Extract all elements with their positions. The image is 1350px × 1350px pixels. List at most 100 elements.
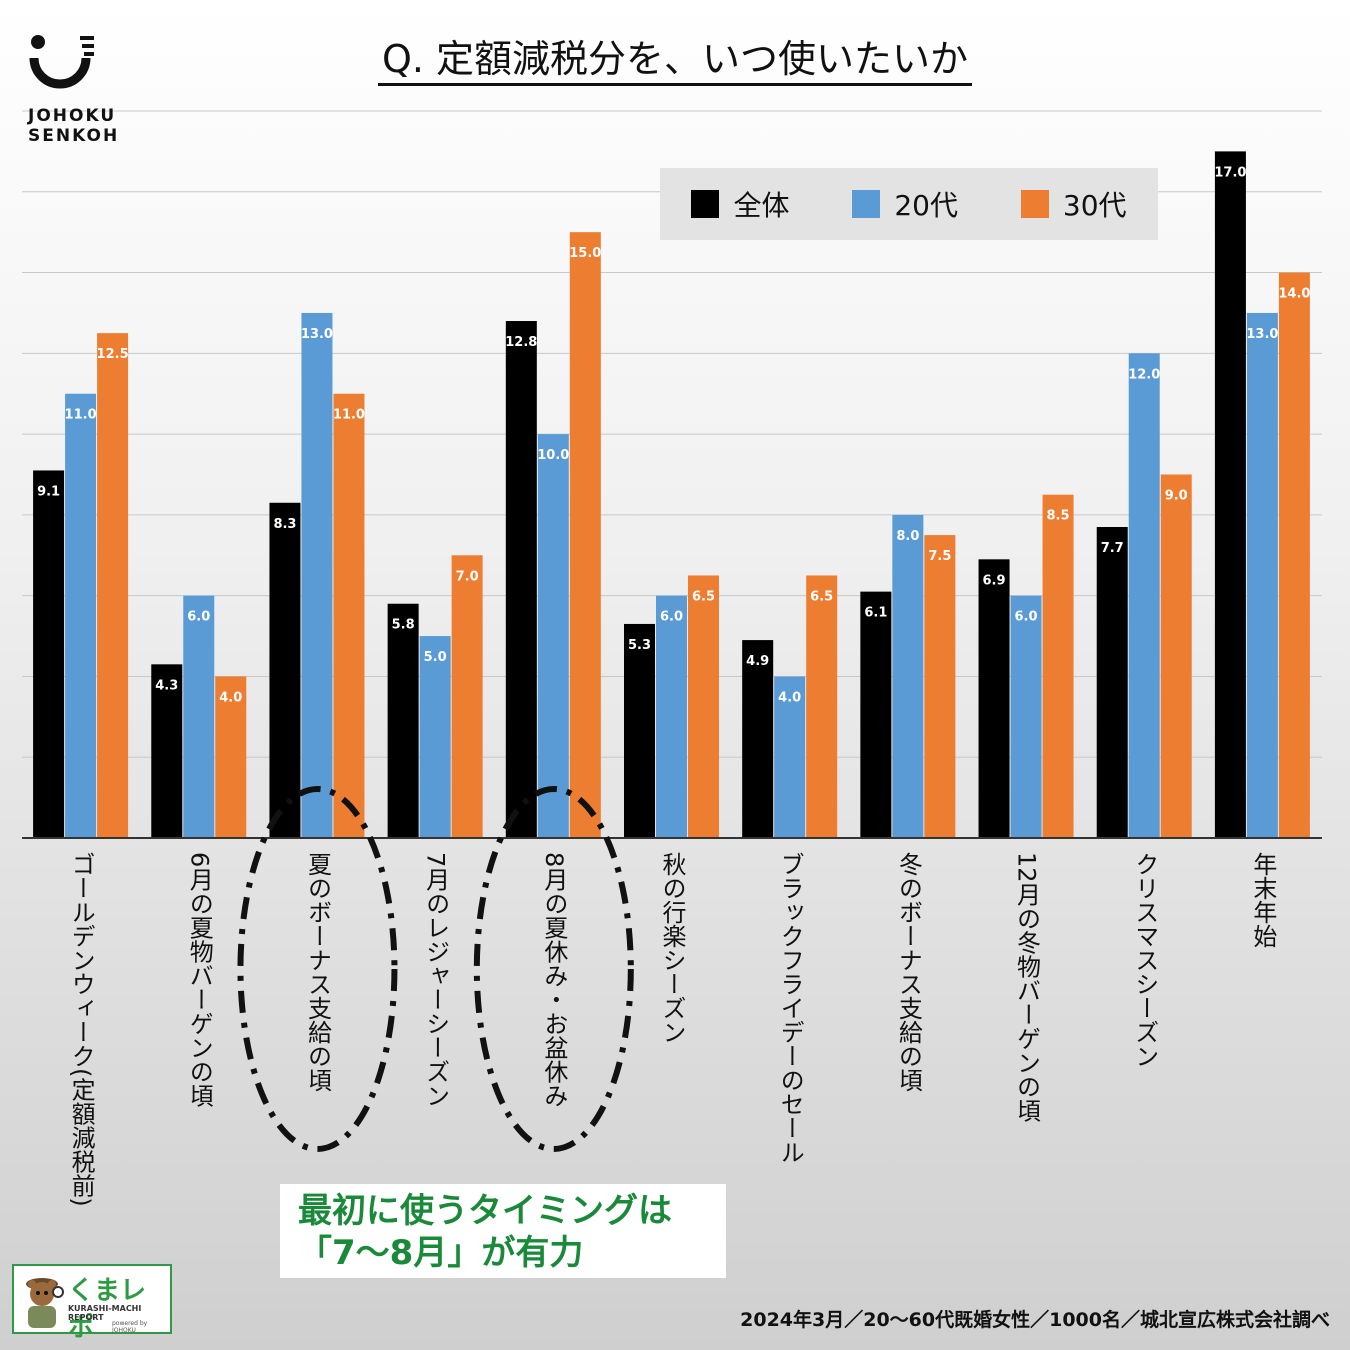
data-label: 6.1 — [864, 606, 887, 621]
data-label: 4.9 — [746, 654, 769, 669]
source-note: 2024年3月／20〜60代既婚女性／1000名／城北宣広株式会社調べ — [740, 1309, 1330, 1331]
data-label: 7.0 — [456, 569, 479, 584]
data-label: 8.3 — [273, 517, 296, 532]
data-label: 15.0 — [569, 246, 601, 261]
bar — [924, 535, 956, 838]
badge-powered: powered by JOHOKU — [112, 1320, 148, 1334]
data-label: 6.0 — [187, 610, 210, 625]
bar — [688, 575, 719, 838]
legend-swatch-30s — [1020, 190, 1049, 218]
data-label: 11.0 — [333, 408, 365, 423]
johoku-senkoh-logo: JOHOKU SENKOH — [28, 30, 148, 146]
category-label: 7月のレジャーシーズン — [421, 852, 450, 1108]
data-label: 8.5 — [1047, 509, 1070, 524]
data-label: 4.0 — [778, 690, 801, 705]
badge-title: くまレポ — [68, 1276, 147, 1343]
bar — [333, 393, 365, 838]
data-label: 17.0 — [1214, 165, 1246, 180]
badge-subtitle: KURASHI-MACHI REPORT — [68, 1304, 142, 1322]
callout-box: 最初に使うタイミングは 「7〜8月」が有力 — [280, 1184, 726, 1278]
logo-text-line1: JOHOKU — [28, 106, 117, 126]
category-label: ゴールデンウィーク(定額減税前) — [67, 852, 96, 1207]
legend-item-20s: 20代 — [852, 184, 958, 224]
data-label: 12.5 — [97, 347, 129, 362]
bar — [419, 636, 451, 838]
bar — [1214, 151, 1246, 838]
data-label: 6.0 — [1015, 610, 1038, 625]
bar — [1042, 494, 1074, 838]
legend-label-all: 全体 — [733, 189, 790, 222]
data-label: 6.5 — [810, 589, 833, 604]
legend-swatch-20s — [852, 190, 881, 218]
bar — [1128, 353, 1160, 838]
chart-title: Q. 定額減税分を、いつ使いたいか — [0, 28, 1350, 86]
bars — [33, 151, 1310, 838]
category-label: 夏のボーナス支給の頃 — [303, 852, 332, 1092]
data-label: 6.0 — [660, 610, 683, 625]
bar — [1010, 595, 1042, 838]
value-labels: 9.1 11.0 12.5 4.3 6.0 4.0 8.3 13.0 11.0 5.8 5.0 7.0… — [37, 165, 1310, 705]
bar — [742, 640, 774, 838]
bar — [65, 393, 97, 838]
data-label: 13.0 — [301, 327, 333, 342]
callout-line2: 「7〜8月」が有力 — [298, 1233, 584, 1273]
highlight-ellipses — [237, 786, 634, 1152]
data-label: 12.0 — [1128, 367, 1160, 382]
bar — [97, 333, 129, 838]
data-label: 9.1 — [37, 484, 60, 499]
bar — [1160, 474, 1192, 838]
bar — [774, 676, 806, 838]
data-label: 7.7 — [1101, 541, 1124, 556]
category-label: 6月の夏物バーゲンの頃 — [185, 852, 214, 1108]
legend-label-20s: 20代 — [894, 189, 958, 222]
legend-swatch-all — [691, 190, 720, 218]
bar — [978, 559, 1010, 838]
highlight-ellipse — [473, 786, 634, 1152]
category-label: 冬のボーナス支給の頃 — [894, 852, 923, 1092]
legend: 全体 20代 30代 — [660, 168, 1158, 240]
data-label: 5.3 — [628, 638, 651, 653]
data-label: 4.0 — [219, 690, 242, 705]
legend-item-30s: 30代 — [1020, 184, 1127, 224]
data-label: 14.0 — [1278, 287, 1310, 302]
logo-text-line2: SENKOH — [28, 126, 120, 146]
bear-detective-icon — [26, 1278, 64, 1328]
data-label: 8.0 — [896, 529, 919, 544]
data-label: 9.0 — [1165, 489, 1188, 504]
kumarepo-badge: くまレポ KURASHI-MACHI REPORT powered by JOH… — [12, 1264, 172, 1343]
data-label: 7.5 — [928, 549, 951, 564]
category-label: ブラックフライデーのセール — [776, 852, 805, 1164]
data-label: 13.0 — [1246, 327, 1278, 342]
callout-line1: 最初に使うタイミングは — [298, 1191, 672, 1231]
data-label: 6.9 — [983, 573, 1006, 588]
bar — [505, 321, 537, 838]
data-label: 10.0 — [537, 448, 569, 463]
chart-title-text: Q. 定額減税分を、いつ使いたいか — [377, 37, 973, 86]
data-label: 6.5 — [692, 589, 715, 604]
data-label: 4.3 — [155, 678, 178, 693]
legend-label-30s: 30代 — [1062, 189, 1127, 222]
bar — [1096, 527, 1128, 838]
category-label: 12月の冬物バーゲンの頃 — [1012, 852, 1041, 1123]
category-label: 8月の夏休み・お盆休み — [539, 852, 568, 1108]
bar — [215, 676, 247, 838]
smile-logo-icon — [29, 35, 94, 89]
bar — [860, 591, 892, 838]
bar — [269, 502, 301, 838]
bar — [656, 595, 687, 838]
category-label: 秋の行楽シーズン — [658, 852, 686, 1044]
highlight-ellipse — [237, 786, 398, 1152]
bar — [33, 470, 65, 838]
data-label: 12.8 — [505, 335, 537, 350]
bar — [892, 514, 924, 838]
bar — [1246, 312, 1278, 838]
legend-item-all: 全体 — [691, 184, 789, 224]
data-label: 5.8 — [392, 618, 415, 633]
bar — [624, 623, 655, 838]
bar — [451, 555, 483, 838]
bar — [301, 312, 333, 838]
bar — [151, 664, 183, 838]
bar — [387, 603, 419, 838]
bar — [806, 575, 838, 838]
